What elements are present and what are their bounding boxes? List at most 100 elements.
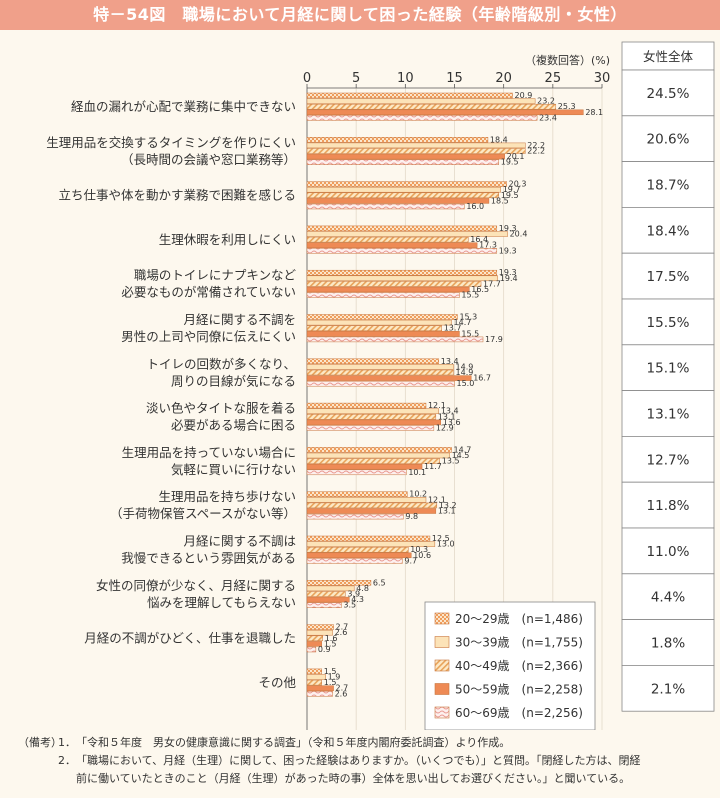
bar — [306, 186, 501, 193]
bar — [306, 192, 499, 199]
bar-value-label: 10.2 — [409, 490, 427, 499]
bar — [306, 469, 407, 476]
notes-label: （備考） — [18, 736, 62, 749]
x-tick-label: 5 — [352, 71, 360, 86]
legend-label: 60～69歳 (n=2,256) — [455, 706, 583, 720]
bar-value-label: 17.7 — [483, 279, 501, 288]
bar-value-label: 13.0 — [437, 540, 455, 549]
category-label: 淡い色やタイトな服を着る — [146, 401, 296, 416]
total-cell — [621, 161, 715, 208]
bar-value-label: 6.5 — [373, 578, 386, 587]
category-label: 月経に関する不調は — [183, 534, 296, 549]
total-cell — [621, 435, 715, 483]
total-value: 12.7% — [647, 452, 690, 468]
bar — [306, 292, 460, 298]
bar-value-label: 13.2 — [439, 501, 457, 510]
bar-value-label: 2.6 — [335, 689, 348, 698]
bar-value-label: 14.5 — [452, 451, 470, 460]
bar-value-label: 19.3 — [499, 246, 517, 255]
bar — [306, 508, 437, 514]
bar-value-label: 19.5 — [501, 191, 519, 200]
total-value: 15.1% — [647, 361, 690, 377]
total-value: 24.5% — [647, 86, 690, 102]
bar — [306, 319, 452, 326]
total-value: 11.0% — [647, 544, 690, 560]
category-label: 生理用品を持ち歩けない — [158, 489, 296, 504]
category-label: 立ち仕事や体を動かす業務で困難を感じる — [58, 188, 296, 203]
bar — [306, 668, 322, 675]
bar — [306, 369, 454, 376]
bar-value-label: 1.5 — [324, 667, 337, 676]
category-label: 我慢できるという雰囲気がある — [121, 551, 296, 566]
bar — [306, 591, 346, 597]
bar-value-label: 12.1 — [428, 495, 446, 504]
bar-value-label: 19.7 — [503, 185, 521, 194]
notes: （備考） 1． 「令和５年度 男女の健康意識に関する調査」（令和５年度内閣府委託… — [18, 734, 708, 788]
category-label: 必要なものが常備されていない — [121, 285, 296, 300]
total-cell — [621, 252, 715, 300]
bar-value-label: 12.5 — [432, 534, 450, 543]
bar-value-label: 13.4 — [441, 407, 459, 416]
legend-swatch — [434, 612, 450, 625]
bar — [306, 242, 478, 248]
bar — [306, 248, 498, 254]
bar-value-label: 13.1 — [438, 412, 456, 421]
bar — [306, 624, 334, 630]
total-cell — [621, 206, 715, 254]
total-cell — [621, 298, 715, 346]
bar — [306, 491, 408, 497]
bar-value-label: 15.0 — [457, 379, 475, 388]
bar — [306, 552, 412, 559]
bar — [306, 109, 584, 116]
legend-label: 50～59歳 (n=2,258) — [455, 683, 583, 697]
total-value: 2.1% — [651, 681, 685, 697]
bar — [306, 364, 454, 370]
bar — [306, 402, 427, 409]
total-value: 15.5% — [647, 315, 690, 331]
bar-value-label: 19.3 — [499, 224, 517, 233]
bar-value-label: 10.1 — [408, 468, 426, 477]
bar-value-label: 20.9 — [515, 91, 533, 100]
bar — [306, 336, 484, 343]
bar — [306, 679, 322, 686]
total-value: 1.8% — [651, 636, 685, 652]
legend-swatch — [434, 683, 450, 695]
bar — [306, 419, 441, 426]
category-label: 悩みを理解してもらえない — [147, 595, 296, 610]
total-cell — [621, 390, 715, 437]
bar-value-label: 15.5 — [461, 329, 479, 338]
category-label: その他 — [258, 675, 296, 690]
bar-value-label: 18.5 — [491, 196, 509, 205]
category-label: 経血の漏れが心配で業務に集中できない — [71, 99, 296, 114]
bar-value-label: 9.7 — [404, 556, 417, 565]
legend-label: 30～39歳 (n=1,755) — [455, 636, 583, 650]
category-label: 職場のトイレにナプキンなど — [134, 268, 297, 283]
bar-value-label: 1.9 — [328, 673, 341, 682]
bar-value-label: 9.8 — [405, 512, 418, 521]
chart-title: 特－54図 職場において月経に関して困った経験（年齢階級別・女性） — [93, 5, 627, 24]
total-value: 11.8% — [647, 498, 690, 514]
bar-value-label: 17.3 — [479, 241, 497, 250]
bar — [306, 635, 323, 642]
note-text: 「職場において、月経（生理）に関して、困った経験はありますか。（いくつでも）」と… — [76, 754, 641, 767]
bar — [306, 541, 436, 547]
legend-swatch — [434, 706, 450, 719]
bar-value-label: 20.4 — [510, 230, 528, 239]
category-label: 気軽に買いに行けない — [171, 462, 296, 477]
x-tick-label: 15 — [446, 71, 463, 86]
bar — [306, 502, 438, 509]
bar — [306, 225, 498, 232]
category-label: 生理用品を交換するタイミングを作りにくい — [46, 135, 296, 150]
bar — [306, 281, 482, 287]
bar — [306, 137, 489, 143]
bar-value-label: 3.9 — [347, 590, 360, 599]
total-value: 17.5% — [647, 269, 690, 285]
bar-value-label: 17.9 — [485, 335, 503, 344]
bar-value-label: 16.5 — [471, 285, 489, 294]
bar — [306, 198, 490, 204]
category-label: 女性の同僚が少なく、月経に関する — [96, 578, 296, 593]
bar-value-label: 10.6 — [413, 551, 431, 560]
bar-value-label: 16.7 — [473, 374, 491, 383]
bar-value-label: 1.6 — [325, 634, 338, 643]
bar-value-label: 2.7 — [336, 623, 349, 632]
